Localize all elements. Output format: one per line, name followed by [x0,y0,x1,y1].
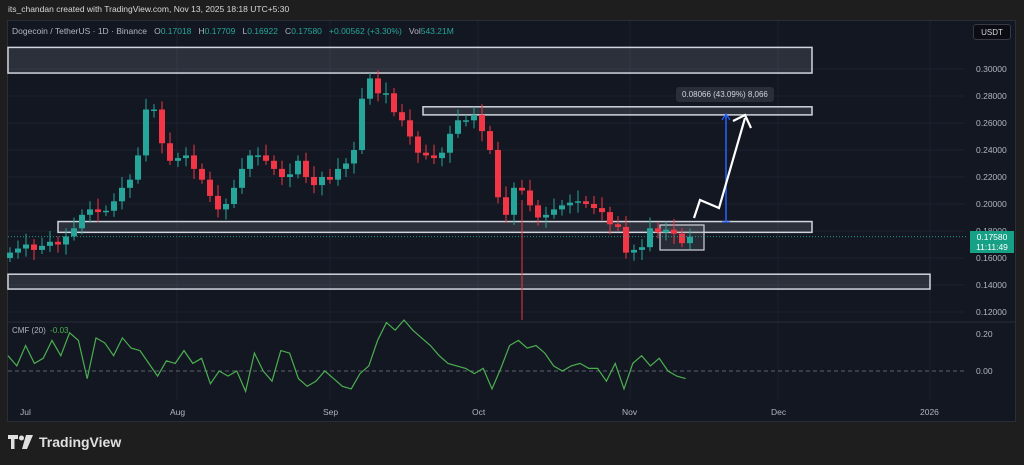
time-axis-label: Jul [20,407,31,417]
symbol-legend: Dogecoin / TetherUS · 1D · Binance O0.17… [12,26,454,36]
price-axis-label: 0.28000 [976,91,1007,101]
change-value: +0.00562 (+3.30%) [329,26,402,36]
tradingview-logo-icon [8,435,33,449]
time-axis-label: 2026 [920,407,939,417]
price-axis-label: 0.30000 [976,64,1007,74]
time-axis-label: Nov [622,407,638,417]
volume-value: 543.21M [420,26,454,36]
price-axis-label: 0.14000 [976,280,1007,290]
high-value: 0.17709 [204,26,236,36]
currency-button[interactable]: USDT [973,24,1011,40]
support-resistance-zone[interactable] [422,106,813,116]
cmf-axis-label: 0.20 [976,329,993,339]
low-value: 0.16922 [247,26,278,36]
price-axis-label: 0.22000 [976,172,1007,182]
time-axis-label: Oct [472,407,486,417]
symbol-name[interactable]: Dogecoin / TetherUS · 1D · Binance [12,26,147,36]
support-resistance-zone[interactable] [7,273,931,290]
price-axis-label: 0.16000 [976,253,1007,263]
last-price-tag: 0.17580 11:11:49 [970,231,1014,253]
time-axis-label: Aug [170,407,186,417]
close-value: 0.17580 [291,26,322,36]
price-axis-label: 0.20000 [976,199,1007,209]
last-price: 0.17580 [976,232,1008,242]
open-value: 0.17018 [160,26,192,36]
time-axis-label: Sep [323,407,339,417]
cmf-line [7,319,686,394]
cmf-axis-label: 0.00 [976,366,993,376]
price-axis-label: 0.24000 [976,145,1007,155]
tradingview-logo: TradingView [8,434,121,450]
brand-name: TradingView [39,434,122,450]
time-axis-label: Dec [771,407,787,417]
support-resistance-zone[interactable] [57,220,813,234]
support-resistance-zone[interactable] [7,46,813,74]
bar-countdown: 11:11:49 [976,242,1008,252]
cmf-legend: CMF (20) -0.03 [12,326,69,335]
cmf-value: -0.03 [50,326,69,335]
price-axis-label: 0.26000 [976,118,1007,128]
chart-credit: its_chandan created with TradingView.com… [8,4,290,14]
price-axis-label: 0.12000 [976,307,1007,317]
measure-tooltip: 0.08066 (43.09%) 8,066 [676,87,774,102]
